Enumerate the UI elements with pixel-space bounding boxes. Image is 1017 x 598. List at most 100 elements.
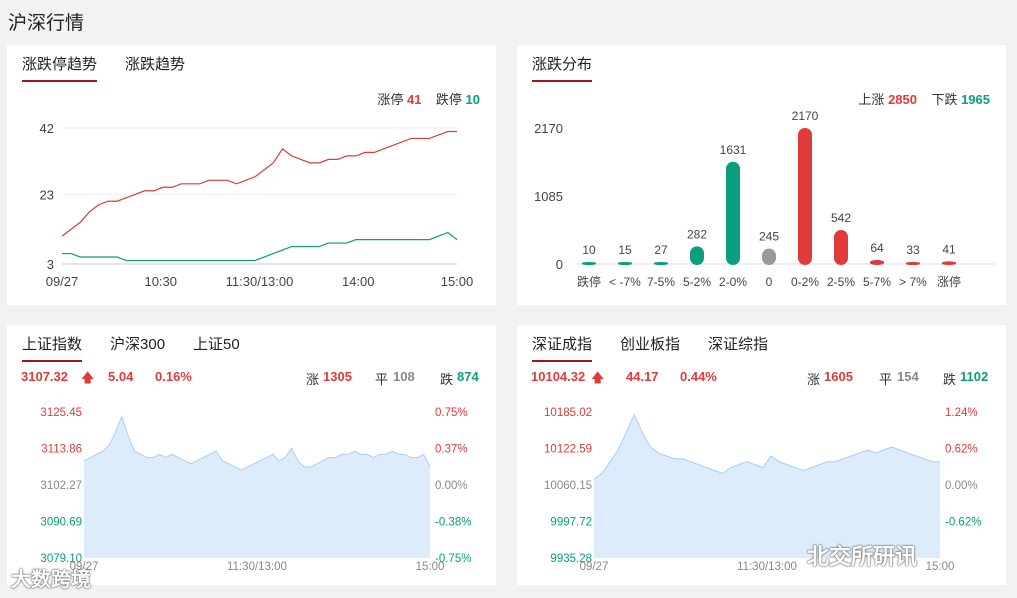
data-label: 282 [687,227,707,241]
sz-rise-value: 1605 [824,369,853,384]
sh-change: 5.04 [108,369,134,384]
tab-distribution[interactable]: 涨跌分布 [532,53,593,82]
sz-flat-value: 154 [897,369,919,384]
right-tick-label: 0.62% [945,444,978,456]
tab-sz-component[interactable]: 深证成指 [532,333,593,362]
sz-pct: 0.44% [680,369,717,384]
up-arrow-icon: 🡅 [591,370,605,385]
sh-rise-value: 1305 [323,369,352,384]
limit-down-value: 10 [465,92,480,107]
x-tick-label: 0-2% [791,275,819,289]
left-tick-label: 3113.86 [41,444,82,456]
left-tick-label: 10185.02 [544,407,592,419]
x-tick-label: 15:00 [926,561,955,573]
fall-count-label: 下跌 [931,92,958,107]
x-tick-label: 09/27 [46,274,79,289]
distribution-bar [762,248,776,265]
y-tick-label: 1085 [534,189,563,204]
distribution-bar [870,259,884,265]
left-tick-label: 3090.69 [40,517,82,529]
series-line-limit-down [62,231,458,262]
sz-fall-value: 1102 [960,369,989,384]
distribution-bar [834,230,848,265]
watermark-left: 大数跨境 [11,569,91,591]
tab-sse50[interactable]: 上证50 [193,336,240,353]
x-tick-label: 11:30/13:00 [227,561,287,573]
limit-up-label: 涨停 [377,92,404,107]
price-area [594,414,940,558]
left-tick-label: 3102.27 [40,480,82,492]
right-tick-label: 0.00% [435,480,468,492]
right-tick-label: 0.37% [435,444,468,456]
sz-price: 10104.32 [531,369,586,384]
rise-count-value: 2850 [888,92,917,107]
distribution-card: 涨跌分布 上涨 2850 下跌 1965 0 1085 2170 10 跌停 15 < -7… [517,45,1006,305]
x-tick-label: 09/27 [580,561,609,573]
distribution-bar [582,262,596,265]
data-label: 1631 [720,143,747,157]
x-tick-label: 15:00 [441,274,474,289]
sh-price: 3107.32 [21,369,68,384]
distribution-bar [618,262,632,265]
page-title: 沪深行情 [8,13,85,34]
left-tick-label: 9997.72 [550,517,592,529]
sz-flat-label: 平 [879,372,893,387]
data-label: 27 [654,243,668,257]
data-label: 15 [618,243,632,257]
tab-up-down-trend[interactable]: 涨跌趋势 [125,56,186,73]
distribution-bar [690,246,704,265]
x-tick-label: 11:30/13:00 [737,561,797,573]
sh-flat-value: 108 [393,369,415,384]
watermark-right: 北交所研讯 [807,544,918,569]
x-tick-label: 5-2% [683,275,711,289]
data-label: 33 [906,243,920,257]
tab-csi300[interactable]: 沪深300 [110,336,166,353]
series-line-limit-up [61,130,457,237]
x-tick-label: 涨停 [937,274,961,289]
x-tick-label: 09/27 [70,561,99,573]
x-tick-label: 2-5% [827,275,855,289]
distribution-bar [654,262,668,265]
tab-limit-trend[interactable]: 涨跌停趋势 [22,53,98,82]
distribution-chart: 0 1085 2170 10 跌停 15 < -7% 27 7-5% 282 5-2% 1631 2-0… [534,109,995,289]
x-tick-label: 0 [766,275,773,289]
x-tick-label: 15:00 [416,561,445,573]
sh-index-card: 上证指数 沪深300 上证50 3107.32 🡅 5.04 0.16% 涨 1… [7,325,496,591]
y-tick-label: 42 [40,121,54,136]
data-label: 64 [870,241,884,255]
right-tick-label: 0.75% [435,407,468,419]
x-tick-label: 2-0% [719,275,747,289]
x-tick-label: 5-7% [863,275,891,289]
data-label: 2170 [792,109,819,123]
tab-chinext[interactable]: 创业板指 [620,336,681,353]
x-tick-label: 7-5% [647,275,675,289]
left-tick-label: 10122.59 [544,444,592,456]
sz-rise-label: 涨 [807,372,821,387]
x-tick-label: < -7% [609,275,641,289]
distribution-bar [798,128,812,265]
y-tick-label: 3 [47,257,54,272]
distribution-bar [726,161,740,265]
data-label: 10 [582,243,596,257]
limit-trend-chart: 3 23 42 09/27 10:30 11:30/13:00 14:00 15:00 [40,121,474,289]
fall-count-value: 1965 [961,92,990,107]
sh-pct: 0.16% [155,369,192,384]
data-label: 542 [831,211,851,225]
tab-sh-composite[interactable]: 上证指数 [22,333,83,362]
right-tick-label: -0.75% [435,553,471,565]
distribution-bar [942,261,956,265]
right-tick-label: 1.24% [945,407,978,419]
sz-index-chart: 10185.02 10122.59 10060.15 9997.72 9935.28 1.… [544,407,981,573]
rise-count-label: 上涨 [858,92,885,107]
price-line [593,413,940,480]
sh-fall-value: 874 [457,369,479,384]
price-line [83,415,431,471]
right-tick-label: 0.00% [945,480,978,492]
price-area [84,416,430,558]
y-tick-label: 0 [556,257,563,272]
limit-down-label: 跌停 [435,92,462,107]
left-tick-label: 3125.45 [40,407,82,419]
tab-sz-composite[interactable]: 深证综指 [708,336,769,353]
x-tick-label: 10:30 [144,274,177,289]
data-label: 245 [759,230,779,244]
